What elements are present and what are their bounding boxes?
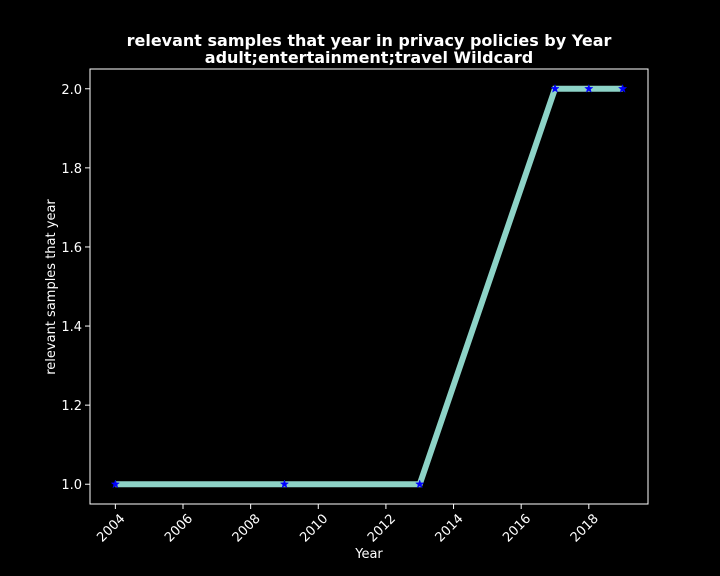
data-point [584, 83, 594, 93]
y-tick-label: 1.8 [61, 162, 82, 177]
y-axis-label: relevant samples that year [44, 199, 59, 375]
y-tick-label: 1.4 [61, 320, 82, 335]
y-tick-label: 1.0 [61, 478, 82, 493]
series-line [115, 85, 623, 488]
plot-frame [89, 68, 649, 505]
data-point [617, 83, 628, 93]
y-tick-label: 1.2 [61, 399, 82, 414]
chart-subtitle: adult;entertainment;travel Wildcard [205, 48, 533, 67]
y-tick-label: 1.6 [61, 241, 82, 256]
chart-title: relevant samples that year in privacy po… [127, 31, 612, 50]
data-point [415, 479, 425, 489]
data-point [279, 479, 290, 489]
data-point [110, 479, 121, 489]
data-point [550, 83, 560, 93]
x-axis-label: Year [354, 547, 383, 562]
y-tick-label: 2.0 [61, 83, 82, 98]
